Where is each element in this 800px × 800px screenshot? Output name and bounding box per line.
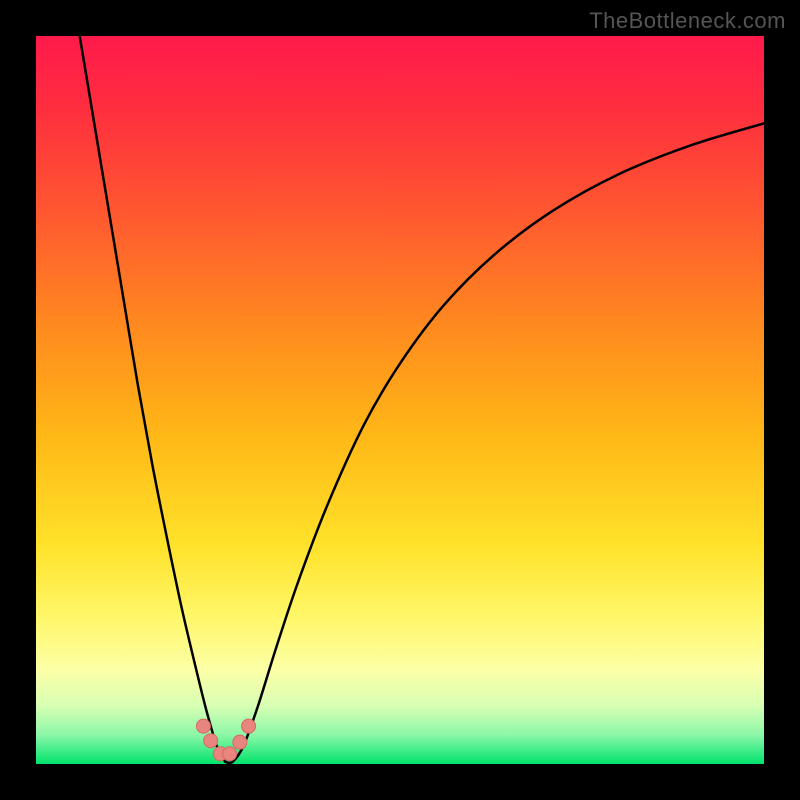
watermark-text: TheBottleneck.com: [589, 8, 786, 34]
chart-svg: [0, 0, 800, 800]
marker-point: [196, 719, 210, 733]
plot-background: [36, 36, 764, 764]
marker-point: [233, 735, 247, 749]
marker-point: [204, 734, 218, 748]
marker-point: [242, 719, 256, 733]
marker-point: [223, 747, 237, 761]
bottleneck-chart: TheBottleneck.com: [0, 0, 800, 800]
